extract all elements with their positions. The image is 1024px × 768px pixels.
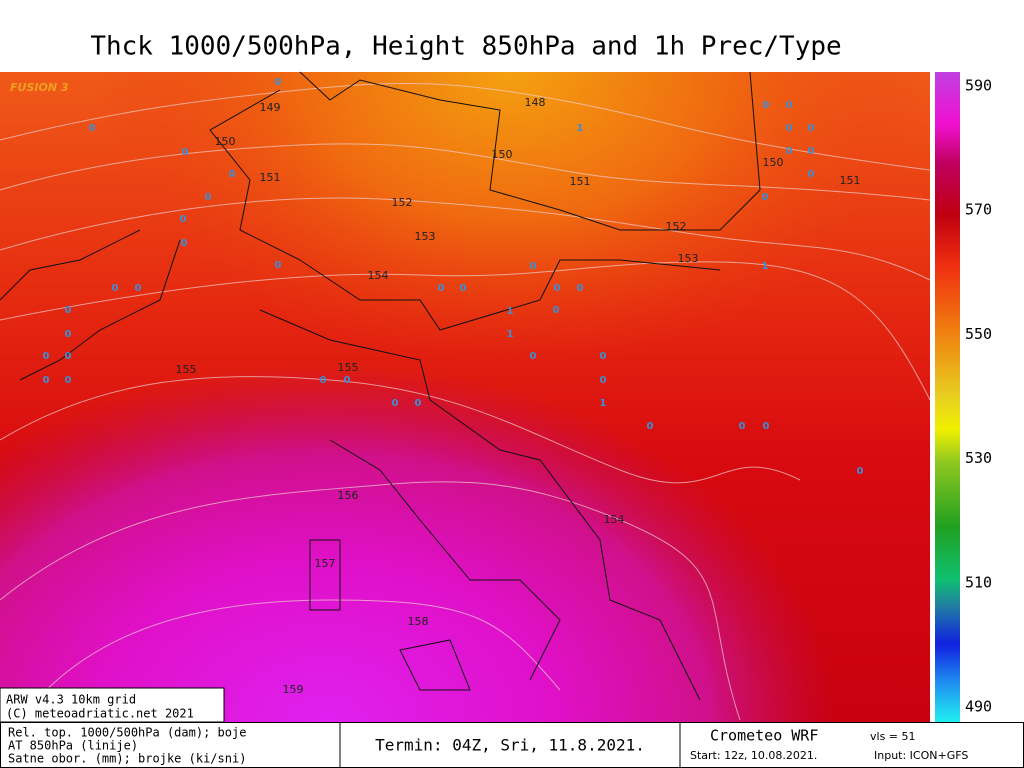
contour-label: 149 [260,101,281,114]
precip-label: 0 [229,169,236,180]
precip-label: 0 [112,283,119,294]
precip-label: 0 [600,351,607,362]
precip-label: 1 [762,261,769,272]
precip-label: 0 [205,192,212,203]
precip-label: 0 [65,351,72,362]
precip-label: 0 [786,146,793,157]
precip-label: 0 [181,238,188,249]
start: Start: 12z, 10.08.2021. [690,749,817,762]
contour-label: 155 [338,361,359,374]
precip-label: 0 [43,375,50,386]
contour-label: 152 [666,220,687,233]
precip-label: 0 [577,283,584,294]
precip-label: 0 [763,100,770,111]
precip-label: 0 [65,305,72,316]
precip-label: 1 [600,398,607,409]
precip-label: 0 [530,351,537,362]
precip-label: 0 [763,421,770,432]
contour-label: 153 [415,230,436,243]
run-time: Termin: 04Z, Sri, 11.8.2021. [375,736,645,755]
contour-label: 158 [408,615,429,628]
precip-label: 0 [415,398,422,409]
brand: Crometeo WRF [710,727,818,745]
colorbar-tick-label: 550 [965,325,992,343]
precip-label: 0 [786,123,793,134]
borders [0,71,761,701]
contour-label: 154 [368,269,389,282]
legend-line: Rel. top. 1000/500hPa (dam); boje [8,726,246,740]
precip-label: 0 [647,421,654,432]
contour-label: 151 [840,174,861,187]
legend-line: AT 850hPa (linije) [8,739,138,753]
colorbar-tick-label: 590 [965,77,992,95]
precip-label: 0 [135,283,142,294]
colorbar [935,72,960,722]
title: Thck 1000/500hPa, Height 850hPa and 1h P… [90,32,841,62]
contour-labels: 149 148 150 150 151 151 150 151 152 152 153 153 154 1… [176,96,861,696]
precip-label: 0 [344,375,351,386]
contour-label: 152 [392,196,413,209]
precip-label: 0 [182,147,189,158]
contour-label: 155 [176,363,197,376]
precip-label: 0 [275,260,282,271]
model-box [0,687,225,723]
precip-label: 0 [553,305,560,316]
copyright: (C) meteoadriatic.net 2021 [6,707,194,721]
precip-label: 0 [65,375,72,386]
precip-label: 1 [507,329,514,340]
precip-label: 0 [808,146,815,157]
precip-label: 0 [392,398,399,409]
contour-label: 148 [525,96,546,109]
precip-label: 0 [857,466,864,477]
vls: vls = 51 [870,730,916,743]
precip-label: 0 [600,375,607,386]
precip-labels: 0 0 0 0 0 0 0 0 0 0 0 0 0 0 0 0 1 1 0 0 0 0 0 0 0 0 0 1 0 0 0 0 0 1 0 0 0 0 0 0… [43,77,864,477]
contour-label: 151 [570,175,591,188]
precip-label: 1 [577,123,584,134]
contour-label: 159 [283,683,304,696]
contour-label: 156 [338,489,359,502]
precip-label: 0 [65,329,72,340]
footer [0,722,1024,768]
precip-label: 0 [275,77,282,88]
contours [0,82,931,721]
watermark: FUSION 3 [10,81,69,94]
precip-label: 0 [739,421,746,432]
precip-label: 0 [89,123,96,134]
precip-label: 0 [530,261,537,272]
model-text: ARW v4.3 10km grid [6,693,136,707]
colorbar-tick-label: 530 [965,449,992,467]
precip-label: 0 [786,100,793,111]
precip-label: 0 [762,192,769,203]
contour-label: 153 [678,252,699,265]
precip-label: 0 [320,375,327,386]
input: Input: ICON+GFS [874,749,968,762]
precip-label: 0 [554,283,561,294]
contour-label: 150 [492,148,513,161]
precip-label: 0 [808,169,815,180]
contour-label: 150 [763,156,784,169]
precip-label: 0 [460,283,467,294]
legend-line: Satne obor. (mm); brojke (ki/sni) [8,752,246,766]
colorbar-tick-label: 570 [965,201,992,219]
contour-label: 154 [604,513,625,526]
contour-label: 151 [260,171,281,184]
precip-label: 0 [43,351,50,362]
precip-label: 0 [438,283,445,294]
map-field-hot [0,72,930,722]
contour-label: 150 [215,135,236,148]
colorbar-tick-label: 510 [965,573,992,591]
precip-label: 1 [507,306,514,317]
precip-label: 0 [808,123,815,134]
colorbar-tick-label: 490 [965,698,992,716]
contour-label: 157 [315,557,336,570]
precip-label: 0 [180,214,187,225]
colorbar-ticks: 590 570 550 530 510 490 [965,77,992,716]
